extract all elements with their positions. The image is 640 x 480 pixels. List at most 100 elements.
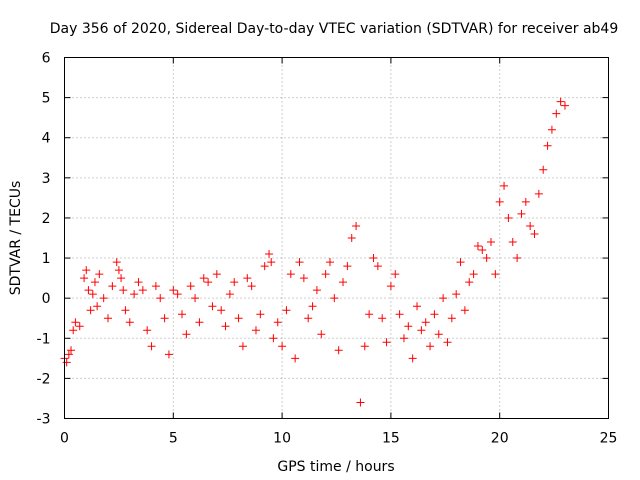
data-point [282,306,291,315]
data-point [452,290,461,299]
y-tick-label: -3 [37,412,51,428]
data-point [321,270,330,279]
data-point [119,286,128,295]
data-point [395,310,404,319]
data-point [413,302,422,311]
data-point [191,294,200,303]
data-point [82,266,91,275]
data-point [356,398,365,407]
data-point [164,350,173,359]
data-point [67,346,76,355]
data-point [125,318,134,327]
data-point [104,314,113,323]
data-point [417,326,426,335]
data-point [217,306,226,315]
y-tick-label: 2 [42,211,51,227]
data-point [156,294,165,303]
data-point [430,310,439,319]
data-point [491,270,500,279]
y-tick-label: 1 [42,251,51,267]
data-point [182,330,191,339]
data-point [267,258,276,267]
data-point [199,274,208,283]
data-point [486,238,495,247]
y-tick-label: 6 [42,51,51,67]
data-point [69,326,78,335]
y-tick-label: 5 [42,91,51,107]
data-point [234,314,243,323]
data-point [186,282,195,291]
data-point [286,270,295,279]
data-point [325,258,334,267]
data-point [378,314,387,323]
data-point [465,278,474,287]
data-point [334,346,343,355]
data-point [260,262,269,271]
data-point [434,330,443,339]
data-point [117,274,126,283]
data-point [151,282,160,291]
data-point [208,302,217,311]
data-point [88,290,97,299]
data-point [386,282,395,291]
data-point [382,338,391,347]
data-point [473,242,482,251]
data-point [243,274,252,283]
data-point [530,229,539,238]
chart-title: Day 356 of 2020, Sidereal Day-to-day VTE… [50,21,619,37]
data-point [508,238,517,247]
data-point [108,282,117,291]
data-point [308,302,317,311]
data-point [99,294,108,303]
data-point [75,322,84,331]
x-tick-label: 15 [382,431,400,447]
data-point [86,306,95,315]
data-point [365,310,374,319]
data-point [114,266,123,275]
data-point [500,181,509,190]
data-point [526,221,535,230]
y-tick-label: 4 [42,131,51,147]
y-axis-title: SDTVAR / TECUs [8,181,24,296]
data-point [134,278,143,287]
grid [64,57,609,419]
data-point [265,250,274,259]
data-point [421,318,430,327]
data-point [547,125,556,134]
axis-ticks: 0 5 10 15 20 25 -3 -2 -1 0 1 2 3 4 5 6 [37,51,618,447]
data-point [143,326,152,335]
data-point [84,286,93,295]
data-point [312,286,321,295]
data-point [343,262,352,271]
data-point [517,209,526,218]
data-point [482,254,491,263]
data-points [60,97,569,407]
data-point [360,342,369,351]
data-point [195,318,204,327]
data-point [93,302,102,311]
data-point [295,258,304,267]
data-point [80,274,89,283]
data-point [221,322,230,331]
data-point [269,334,278,343]
data-point [391,270,400,279]
data-point [95,270,104,279]
data-point [230,278,239,287]
data-point [299,274,308,283]
data-point [352,221,361,230]
x-tick-label: 0 [60,431,69,447]
y-tick-label: 3 [42,171,51,187]
y-tick-label: -1 [37,331,51,347]
data-point [169,286,178,295]
data-point [404,322,413,331]
data-point [456,258,465,267]
data-point [291,354,300,363]
data-point [426,342,435,351]
data-point [251,326,260,335]
data-point [543,141,552,150]
data-point [552,109,561,118]
x-tick-label: 10 [273,431,291,447]
data-point [513,254,522,263]
data-point [138,286,147,295]
